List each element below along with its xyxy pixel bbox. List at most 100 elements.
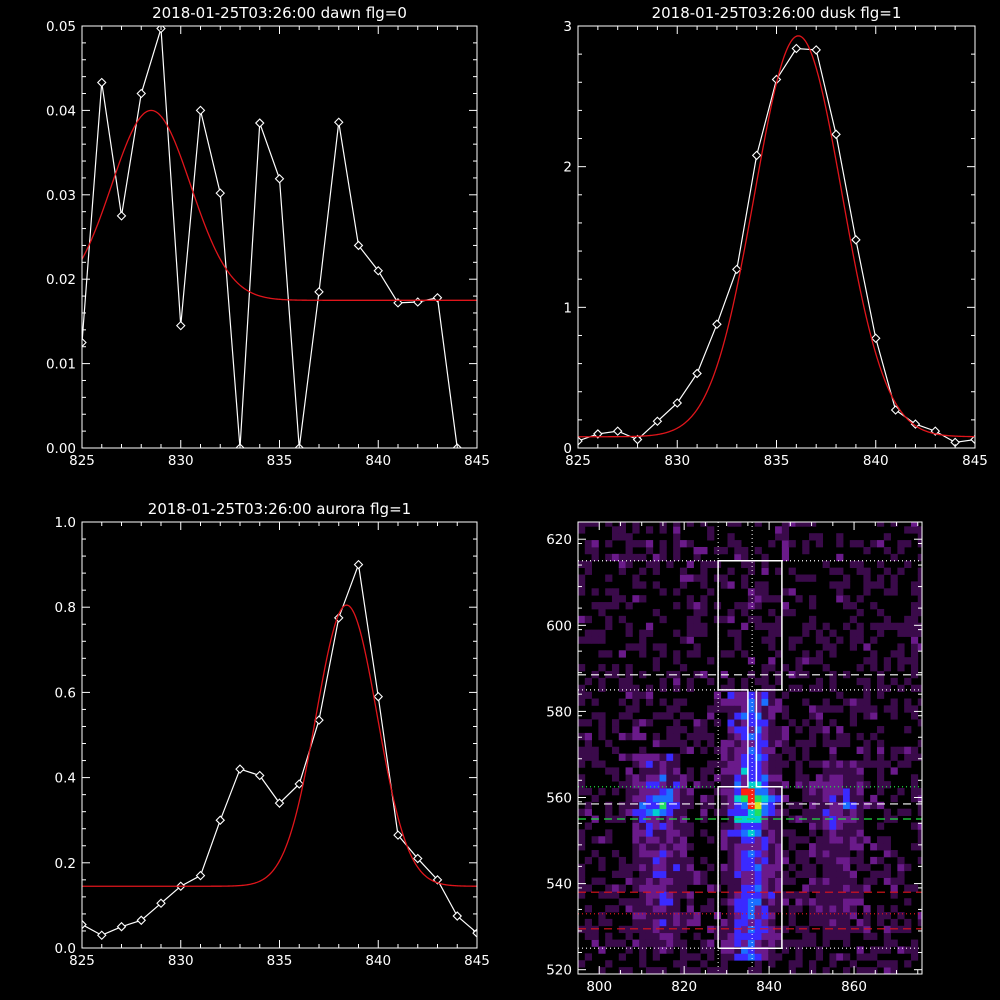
heatmap-cell <box>890 698 898 706</box>
heatmap-cell <box>856 788 864 796</box>
heatmap-cell <box>829 870 837 878</box>
heatmap-cell <box>639 960 647 968</box>
heatmap-cell <box>618 560 626 569</box>
heatmap-cell <box>856 677 864 686</box>
heatmap-cell <box>605 884 613 892</box>
heatmap-cell <box>700 946 708 954</box>
x-tick-label: 800 <box>586 979 612 995</box>
heatmap-cell <box>578 877 586 885</box>
x-tick-label: 845 <box>962 453 988 469</box>
heatmap-cell <box>815 781 824 789</box>
heatmap-cell <box>843 801 851 810</box>
heatmap-cell <box>829 843 837 851</box>
heatmap-cell <box>625 794 633 803</box>
heatmap-cell <box>843 870 851 878</box>
heatmap-cell <box>856 856 864 865</box>
heatmap-cell <box>856 850 864 858</box>
heatmap-cell <box>673 650 681 658</box>
heatmap-cell <box>910 608 919 617</box>
heatmap-cell <box>645 546 654 555</box>
heatmap-cell <box>693 953 701 961</box>
heatmap-cell <box>775 891 783 899</box>
heatmap-cell <box>700 602 708 610</box>
heatmap-cell <box>897 877 905 885</box>
heatmap-cell <box>707 526 715 534</box>
heatmap-cell <box>904 753 912 761</box>
heatmap-cell <box>741 691 749 699</box>
heatmap-cell <box>829 629 837 637</box>
heatmap-cell <box>910 526 919 534</box>
heatmap-cell <box>618 522 626 527</box>
heatmap-cell <box>836 918 844 927</box>
heatmap-cell <box>870 870 878 878</box>
heatmap-cell <box>652 767 660 775</box>
heatmap-cell <box>768 636 776 644</box>
heatmap-cell <box>761 905 769 913</box>
heatmap-cell <box>645 788 654 796</box>
heatmap-cell <box>693 615 701 624</box>
heatmap-cell <box>693 553 701 562</box>
heatmap-cell <box>639 650 647 658</box>
heatmap-cell <box>761 705 769 713</box>
heatmap-cell <box>904 622 912 631</box>
heatmap-cell <box>768 767 776 775</box>
heatmap-cell <box>645 781 654 789</box>
heatmap-cell <box>849 615 857 624</box>
heatmap-cell <box>632 822 640 830</box>
data-point-marker <box>851 235 861 245</box>
heatmap-cell <box>666 946 674 954</box>
heatmap-cell <box>795 905 803 913</box>
heatmap-cell <box>856 808 864 816</box>
heatmap-cell <box>645 891 654 899</box>
heatmap-cell <box>849 808 857 816</box>
heatmap-cell <box>754 863 762 872</box>
heatmap-cell <box>673 657 681 665</box>
heatmap-cell <box>870 932 878 940</box>
heatmap-cell <box>754 815 762 823</box>
heatmap-cell <box>876 801 885 810</box>
heatmap-cell <box>788 567 796 575</box>
heatmap-cell <box>673 822 681 830</box>
heatmap-cell <box>761 581 769 589</box>
heatmap-cell <box>611 719 620 727</box>
heatmap-cell <box>741 732 749 741</box>
heatmap-cell <box>802 939 810 947</box>
heatmap-cell <box>639 843 647 851</box>
heatmap-cell <box>876 760 885 768</box>
heatmap-cell <box>666 726 674 734</box>
heatmap-cell <box>611 664 620 672</box>
heatmap-cell <box>897 664 905 672</box>
heatmap-cell <box>910 657 919 665</box>
x-tick-label: 845 <box>464 453 490 469</box>
heatmap-cell <box>754 822 762 830</box>
heatmap-cell <box>639 732 647 741</box>
heatmap-cell <box>775 677 783 686</box>
heatmap-cell <box>883 705 891 713</box>
region-outline <box>717 559 783 949</box>
heatmap-cell <box>747 891 756 899</box>
heatmap-cell <box>775 595 783 603</box>
heatmap-cell <box>843 574 851 582</box>
heatmap-cell <box>659 891 667 899</box>
heatmap-cell <box>761 884 769 892</box>
heatmap-cell <box>720 546 728 555</box>
heatmap-cell <box>679 567 688 575</box>
heatmap-cell <box>809 622 817 631</box>
heatmap-cell <box>849 912 857 920</box>
heatmap-cell <box>632 801 640 810</box>
heatmap-cell <box>768 808 776 816</box>
heatmap-cell <box>768 732 776 741</box>
heatmap-cell <box>686 615 694 624</box>
heatmap-cell <box>598 608 606 617</box>
heatmap-cell <box>822 560 830 569</box>
heatmap-cell <box>843 808 851 816</box>
heatmap-cell <box>822 843 830 851</box>
heatmap-cell <box>754 836 762 844</box>
heatmap-cell <box>591 794 599 803</box>
heatmap-cell <box>686 650 694 658</box>
heatmap-cell <box>761 560 769 569</box>
heatmap-cell <box>761 918 769 927</box>
heatmap-cell <box>768 608 776 617</box>
heatmap-cell <box>910 884 919 892</box>
heatmap-cell <box>768 877 776 885</box>
